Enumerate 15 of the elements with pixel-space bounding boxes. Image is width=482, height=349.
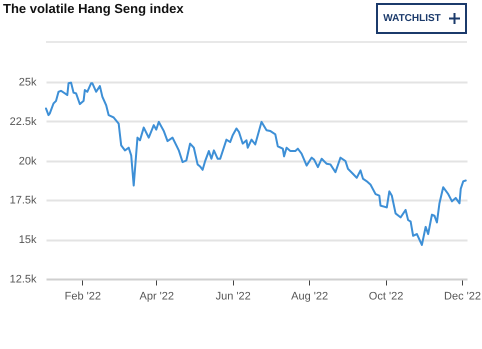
y-tick-label: 22.5k [10,116,37,128]
x-tick-label: Feb '22 [64,290,102,302]
chart-title: The volatile Hang Seng index [3,1,184,16]
x-tick-label: Apr '22 [140,290,174,302]
text: WATCHLIST [383,13,441,24]
y-tick-label: 25k [18,76,37,88]
y-tick-label: 15k [18,234,37,246]
y-tick-label: 12.5k [10,274,37,286]
x-tick-label: Aug '22 [291,290,328,302]
x-tick-label: Oct '22 [368,290,404,302]
x-tick-label: Dec '22 [444,290,481,302]
y-tick-label: 17.5k [10,194,37,207]
line-series [45,82,467,246]
x-tick-label: Jun '22 [216,290,251,302]
y-tick-label: 20k [18,155,37,168]
